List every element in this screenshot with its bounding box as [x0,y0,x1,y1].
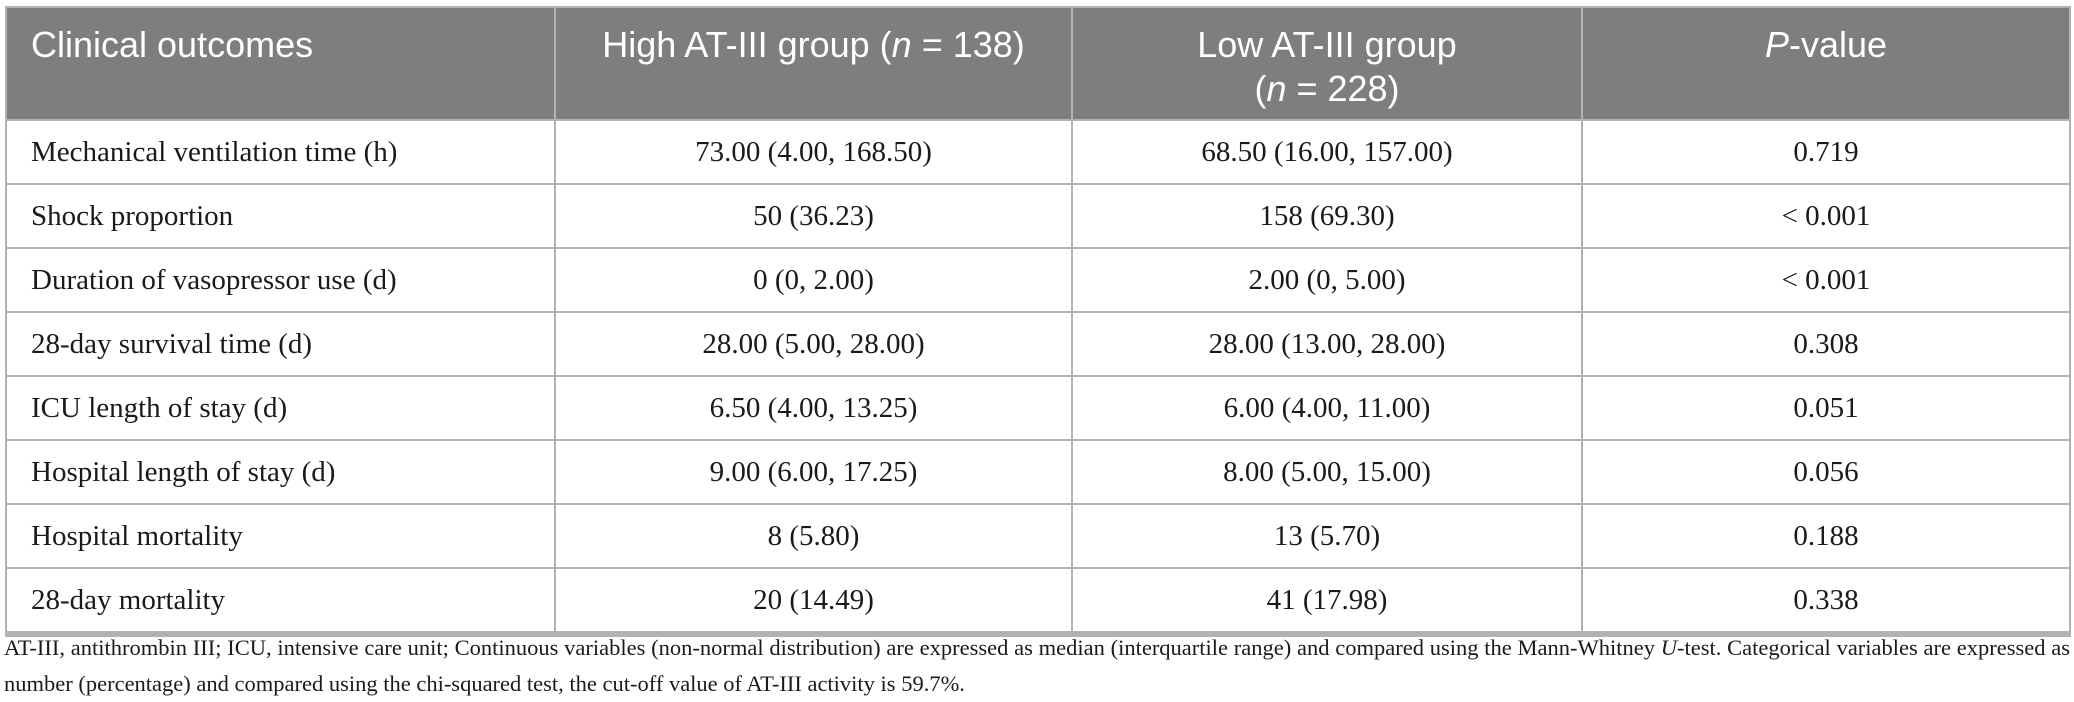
p-value: 0.308 [1581,311,2071,377]
low-group-value: 68.50 (16.00, 157.00) [1071,119,1583,185]
high-group-value: 6.50 (4.00, 13.25) [554,375,1073,441]
low-group-value: 6.00 (4.00, 11.00) [1071,375,1583,441]
outcome-label: Hospital length of stay (d) [5,439,556,505]
header-row: Clinical outcomes High AT-III group (n =… [5,6,2071,121]
low-group-value: 2.00 (0, 5.00) [1071,247,1583,313]
p-value: 0.338 [1581,567,2071,635]
table-row: ICU length of stay (d) 6.50 (4.00, 13.25… [5,375,2071,441]
p-value: < 0.001 [1581,183,2071,249]
outcome-label: 28-day survival time (d) [5,311,556,377]
table-body: Mechanical ventilation time (h) 73.00 (4… [5,119,2071,635]
outcome-label: Mechanical ventilation time (h) [5,119,556,185]
header-p-value: P-value [1581,6,2071,121]
outcome-label: Duration of vasopressor use (d) [5,247,556,313]
high-group-value: 50 (36.23) [554,183,1073,249]
table-row: Hospital length of stay (d) 9.00 (6.00, … [5,439,2071,505]
high-group-value: 9.00 (6.00, 17.25) [554,439,1073,505]
outcome-label: 28-day mortality [5,567,556,635]
table-row: 28-day survival time (d) 28.00 (5.00, 28… [5,311,2071,377]
header-clinical-outcomes: Clinical outcomes [5,6,556,121]
p-value: 0.051 [1581,375,2071,441]
high-group-value: 0 (0, 2.00) [554,247,1073,313]
high-group-value: 20 (14.49) [554,567,1073,635]
clinical-outcomes-table: Clinical outcomes High AT-III group (n =… [5,6,2071,637]
table-header: Clinical outcomes High AT-III group (n =… [5,6,2071,121]
low-group-value: 8.00 (5.00, 15.00) [1071,439,1583,505]
table-row: Hospital mortality 8 (5.80) 13 (5.70) 0.… [5,503,2071,569]
outcome-label: Hospital mortality [5,503,556,569]
high-group-value: 8 (5.80) [554,503,1073,569]
table-row: Mechanical ventilation time (h) 73.00 (4… [5,119,2071,185]
table-footnote: AT-III, antithrombin III; ICU, intensive… [4,635,2070,696]
low-group-value: 13 (5.70) [1071,503,1583,569]
outcome-label: Shock proportion [5,183,556,249]
table-row: Shock proportion 50 (36.23) 158 (69.30) … [5,183,2071,249]
table-row: Duration of vasopressor use (d) 0 (0, 2.… [5,247,2071,313]
header-low-at-iii-group: Low AT-III group (n = 228) [1071,6,1583,121]
p-value: 0.188 [1581,503,2071,569]
outcome-label: ICU length of stay (d) [5,375,556,441]
high-group-value: 28.00 (5.00, 28.00) [554,311,1073,377]
header-high-at-iii-group: High AT-III group (n = 138) [554,6,1073,121]
table-row: 28-day mortality 20 (14.49) 41 (17.98) 0… [5,567,2071,635]
high-group-value: 73.00 (4.00, 168.50) [554,119,1073,185]
p-value: 0.056 [1581,439,2071,505]
p-value: 0.719 [1581,119,2071,185]
low-group-value: 41 (17.98) [1071,567,1583,635]
low-group-value: 28.00 (13.00, 28.00) [1071,311,1583,377]
p-value: < 0.001 [1581,247,2071,313]
low-group-value: 158 (69.30) [1071,183,1583,249]
